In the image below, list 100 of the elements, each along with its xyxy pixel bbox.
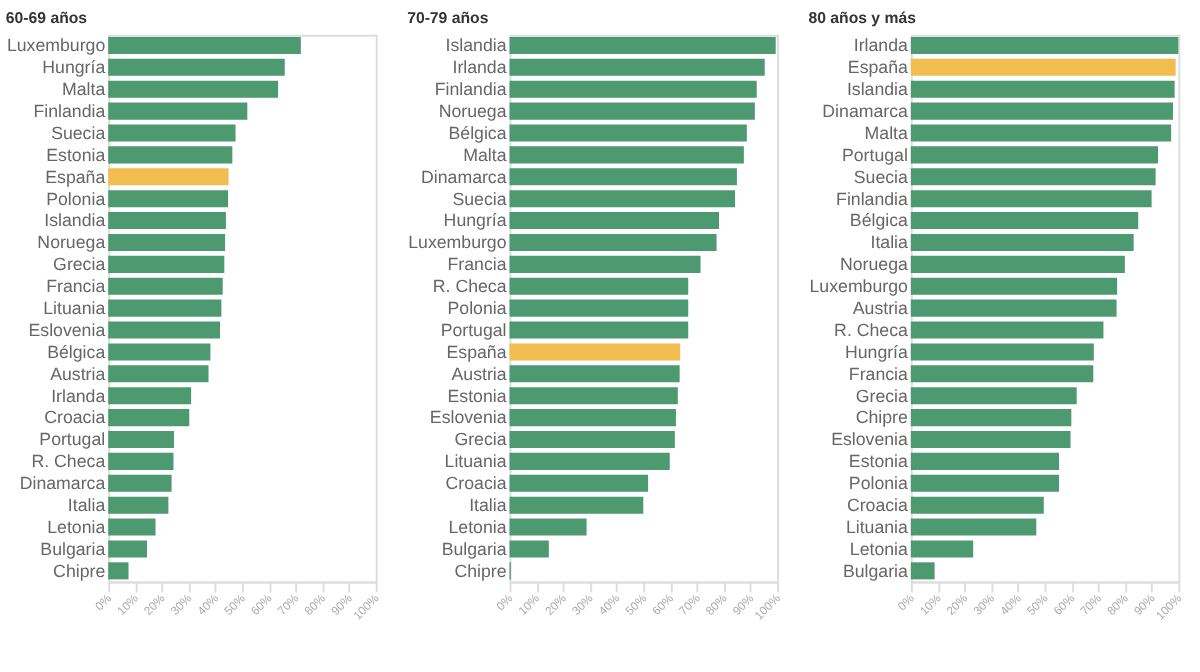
bar <box>910 518 1037 536</box>
y-tick-label: Chipre <box>454 560 507 581</box>
bar <box>108 452 174 470</box>
y-tick-label: Bulgaria <box>842 560 909 581</box>
bar <box>509 540 549 558</box>
y-tick-label: Irlanda <box>452 57 507 78</box>
bar <box>108 518 156 536</box>
y-tick-label: Dinamarca <box>421 166 507 187</box>
bar <box>910 452 1060 470</box>
y-tick-label: Islandia <box>846 79 909 100</box>
bar <box>108 80 279 98</box>
chart-title: 80 años y más <box>808 8 918 27</box>
y-tick-label: Dinamarca <box>822 101 909 121</box>
bar <box>910 146 1159 164</box>
y-tick-label: Croacia <box>44 407 106 428</box>
bar <box>108 233 226 251</box>
bar <box>509 277 689 295</box>
y-tick-label: Croacia <box>846 495 909 516</box>
y-tick-label: Polonia <box>848 473 909 494</box>
y-tick-label: Eslovenia <box>28 319 106 340</box>
y-tick-label: Letonia <box>448 516 507 537</box>
bar <box>910 540 974 558</box>
y-tick-label: Luxemburgo <box>408 232 507 253</box>
y-tick-label: Polonia <box>447 298 507 319</box>
bar <box>910 409 1072 427</box>
bar <box>108 496 169 514</box>
bar <box>509 146 744 164</box>
bar <box>509 80 757 98</box>
bar <box>509 365 680 383</box>
y-tick-label: España <box>446 341 507 362</box>
bar <box>509 518 587 536</box>
bar <box>910 255 1125 273</box>
bar <box>509 496 644 514</box>
bar <box>108 277 223 295</box>
bar <box>509 299 689 317</box>
y-tick-label: Polonia <box>46 188 106 209</box>
y-tick-label: Chipre <box>53 560 106 581</box>
y-tick-label: Bulgaria <box>441 538 507 559</box>
y-tick-label: Letonia <box>47 516 106 537</box>
y-tick-label: Luxemburgo <box>809 276 909 297</box>
y-tick-label: Portugal <box>39 429 106 450</box>
bar <box>108 36 301 54</box>
bar <box>910 277 1118 295</box>
y-tick-label: España <box>45 166 106 187</box>
bar <box>108 58 285 76</box>
bar <box>108 562 129 580</box>
y-tick-label: Malta <box>463 144 507 165</box>
y-tick-label: Finlandia <box>434 79 507 100</box>
bar <box>108 409 190 427</box>
y-tick-label: Austria <box>451 363 507 384</box>
y-tick-label: Irlanda <box>51 385 106 406</box>
y-tick-label: Italia <box>67 495 106 516</box>
bar <box>509 190 736 208</box>
y-tick-label: Portugal <box>440 319 507 340</box>
bar <box>108 474 172 492</box>
bar <box>108 299 222 317</box>
y-tick-label: Suecia <box>452 188 507 209</box>
y-tick-label: Estonia <box>46 144 106 165</box>
y-tick-label: Islandia <box>44 210 106 231</box>
bar <box>910 36 1179 54</box>
bar <box>509 255 701 273</box>
y-tick-label: Grecia <box>53 254 106 275</box>
bar <box>910 102 1174 120</box>
bar <box>509 321 689 339</box>
y-tick-label: Francia <box>447 254 507 275</box>
y-tick-label: R. Checa <box>834 319 909 340</box>
y-tick-label: Austria <box>50 363 106 384</box>
bar <box>509 233 717 251</box>
y-tick-label: Grecia <box>855 385 908 406</box>
bar <box>910 562 935 580</box>
bar <box>910 365 1094 383</box>
y-tick-label: Lituania <box>43 298 106 319</box>
y-tick-label: R. Checa <box>432 276 507 297</box>
bar <box>108 321 221 339</box>
bar <box>108 430 175 449</box>
y-tick-label: Bulgaria <box>40 538 106 559</box>
bar <box>108 255 225 273</box>
bar <box>509 430 675 449</box>
y-tick-label: España <box>847 57 909 78</box>
bar <box>509 452 670 470</box>
y-tick-label: Lituania <box>845 516 909 537</box>
y-tick-label: Luxemburgo <box>6 35 106 56</box>
y-tick-label: Islandia <box>445 35 507 56</box>
bar <box>910 343 1094 361</box>
bar <box>108 540 147 558</box>
bar <box>509 124 747 142</box>
y-tick-label: Eslovenia <box>831 429 909 450</box>
bar <box>910 321 1104 339</box>
bar <box>910 124 1172 142</box>
bar <box>108 124 236 142</box>
y-tick-label: Bélgica <box>47 341 106 362</box>
bar <box>509 58 765 76</box>
y-tick-label: Croacia <box>445 473 507 494</box>
bar <box>108 343 211 361</box>
chart-title: 70-79 años <box>407 8 490 27</box>
y-tick-label: Malta <box>864 122 908 143</box>
y-tick-label: Bélgica <box>849 210 909 231</box>
bar <box>910 80 1175 98</box>
y-tick-label: Hungría <box>844 341 909 362</box>
y-tick-label: Irlanda <box>853 35 909 56</box>
